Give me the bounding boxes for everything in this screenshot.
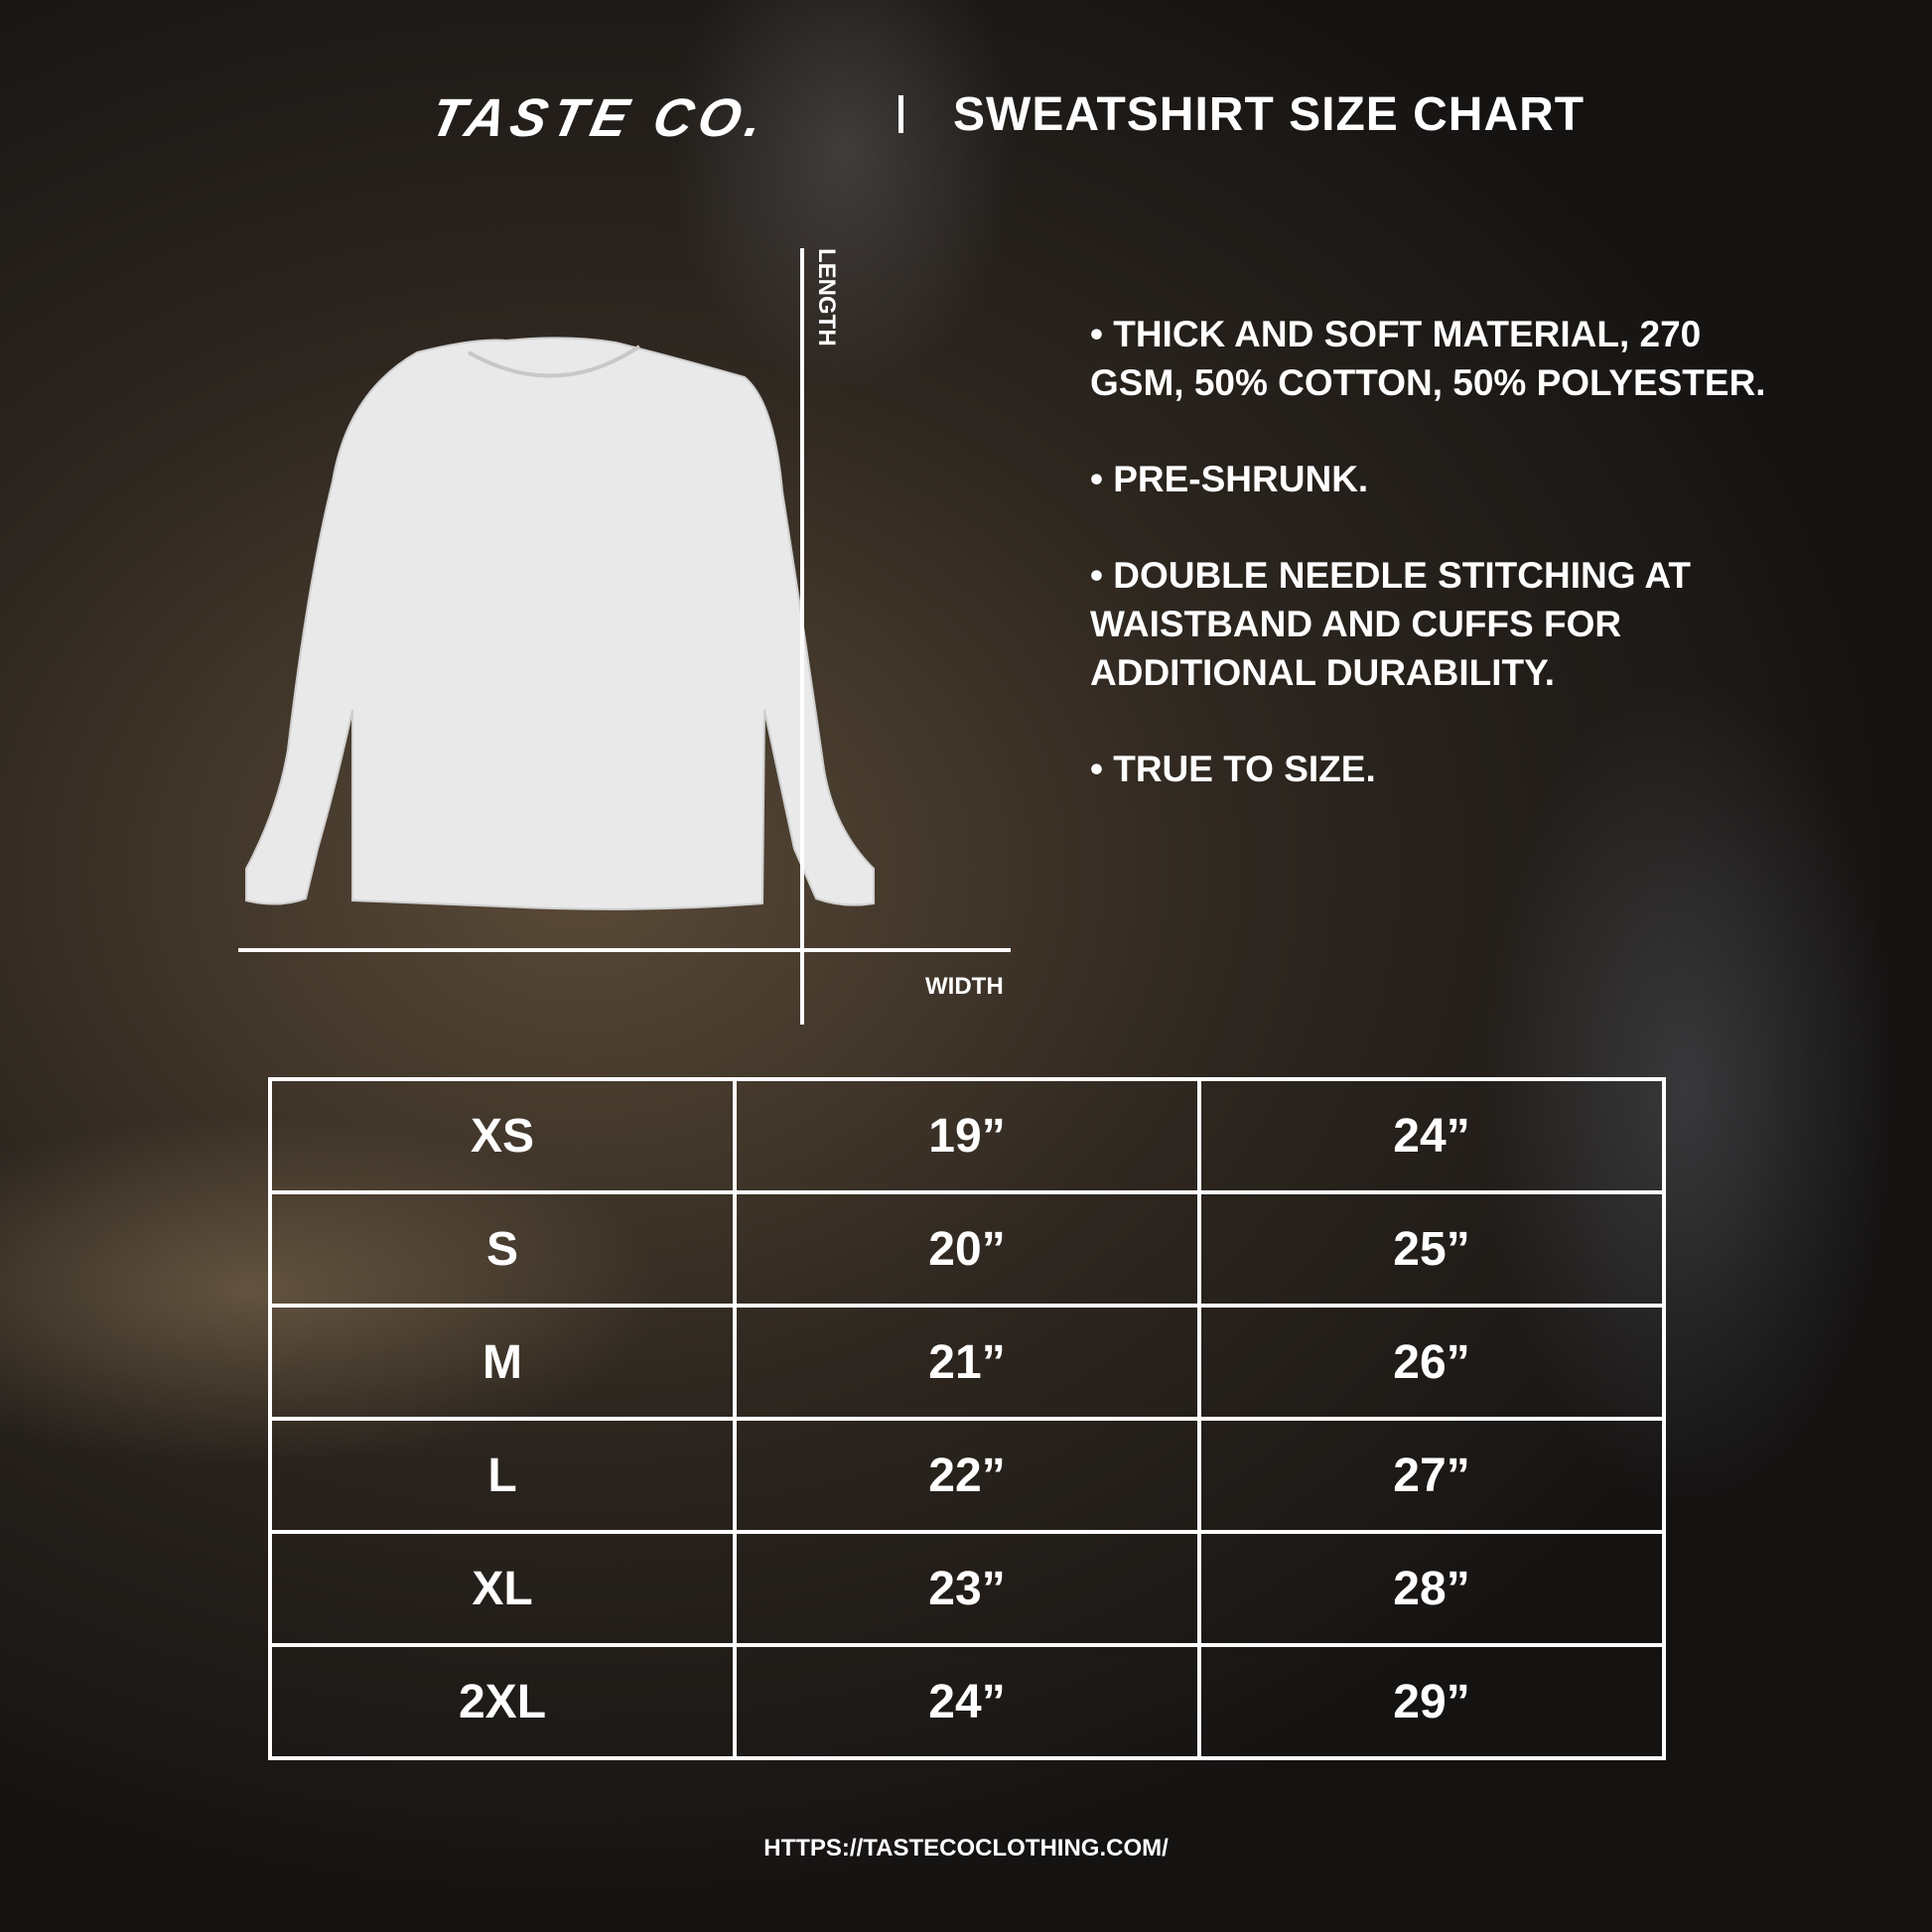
width-cell: 22”: [733, 1417, 1201, 1534]
table-row: 2XL 24” 29”: [268, 1643, 1666, 1760]
width-cell: 20”: [733, 1190, 1201, 1308]
width-cell: 19”: [733, 1077, 1201, 1194]
size-table: XS 19” 24” S 20” 25” M 21” 26” L 22” 27” XL 23” 28” 2XL…: [268, 1077, 1666, 1760]
length-cell: 26”: [1197, 1304, 1666, 1421]
length-cell: 24”: [1197, 1077, 1666, 1194]
length-cell: 27”: [1197, 1417, 1666, 1534]
table-row: XL 23” 28”: [268, 1530, 1666, 1647]
length-cell: 25”: [1197, 1190, 1666, 1308]
table-row: M 21” 26”: [268, 1304, 1666, 1421]
width-cell: 24”: [733, 1643, 1201, 1760]
size-cell: S: [268, 1190, 737, 1308]
feature-item: • PRE-SHRUNK.: [1090, 459, 1369, 499]
page-title: SWEATSHIRT SIZE CHART: [953, 88, 1586, 141]
brand-logo: TASTE CO.: [425, 88, 774, 148]
width-label: WIDTH: [925, 973, 1004, 1000]
feature-list: • THICK AND SOFT MATERIAL, 270 GSM, 50% …: [1090, 310, 1785, 841]
table-row: S 20” 25”: [268, 1190, 1666, 1308]
feature-item: • TRUE TO SIZE.: [1090, 749, 1376, 789]
size-cell: L: [268, 1417, 737, 1534]
length-measure-line: [800, 248, 804, 1025]
length-cell: 28”: [1197, 1530, 1666, 1647]
width-cell: 21”: [733, 1304, 1201, 1421]
length-cell: 29”: [1197, 1643, 1666, 1760]
feature-item: • THICK AND SOFT MATERIAL, 270 GSM, 50% …: [1090, 314, 1766, 403]
size-cell: XS: [268, 1077, 737, 1194]
length-label: LENGTH: [813, 248, 840, 346]
size-cell: 2XL: [268, 1643, 737, 1760]
table-row: L 22” 27”: [268, 1417, 1666, 1534]
width-cell: 23”: [733, 1530, 1201, 1647]
width-measure-line: [238, 948, 1011, 952]
feature-item: • DOUBLE NEEDLE STITCHING AT WAISTBAND A…: [1090, 555, 1691, 693]
size-cell: XL: [268, 1530, 737, 1647]
size-cell: M: [268, 1304, 737, 1421]
website-url: HTTPS://TASTECOCLOTHING.COM/: [763, 1835, 1169, 1862]
table-row: XS 19” 24”: [268, 1077, 1666, 1194]
sweatshirt-image: [245, 337, 875, 910]
title-divider: [898, 95, 903, 133]
